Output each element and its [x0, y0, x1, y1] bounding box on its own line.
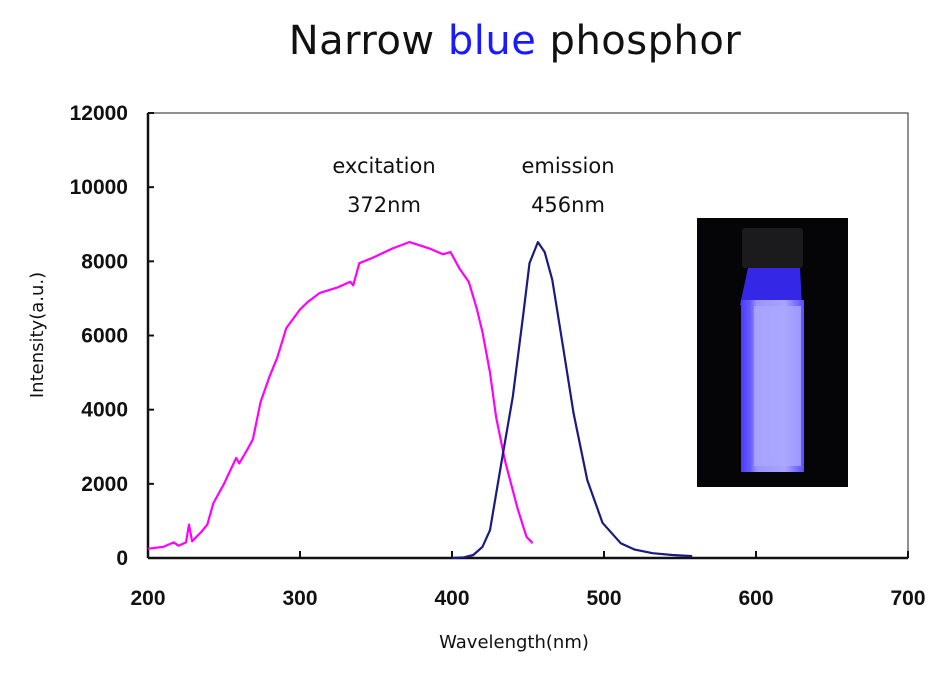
y-axis-label: Intensity(a.u.)	[27, 272, 48, 398]
annotation-excitation-label: excitation	[332, 154, 435, 178]
title-prefix: Narrow	[288, 18, 448, 64]
x-axis-label: Wavelength(nm)	[439, 632, 589, 653]
y-tick-label: 4000	[81, 399, 128, 422]
chart-title: Narrow blue phosphor	[0, 18, 942, 64]
y-tick-label: 6000	[81, 325, 128, 348]
annotation-emission-label: emission	[521, 154, 614, 178]
excitation-series-line	[147, 241, 534, 550]
vial-cap	[742, 228, 803, 268]
y-tick-label: 2000	[81, 473, 128, 496]
emission-series-line	[451, 241, 693, 560]
title-suffix: phosphor	[536, 18, 742, 64]
x-tick-label: 300	[282, 587, 317, 610]
annotation-excitation-peak: 372nm	[347, 193, 421, 217]
x-tick-label: 600	[738, 587, 773, 610]
y-tick-label: 8000	[81, 250, 128, 273]
x-tick-label: 200	[130, 587, 165, 610]
vial-photo	[697, 218, 848, 487]
y-tick-label: 10000	[70, 176, 128, 199]
x-tick-label: 700	[890, 587, 925, 610]
y-tick-label: 0	[116, 547, 128, 570]
x-tick-label: 400	[434, 587, 469, 610]
annotation-emission-peak: 456nm	[531, 193, 605, 217]
y-tick-label: 12000	[70, 102, 128, 125]
title-highlight: blue	[447, 18, 537, 64]
x-tick-label: 500	[586, 587, 621, 610]
